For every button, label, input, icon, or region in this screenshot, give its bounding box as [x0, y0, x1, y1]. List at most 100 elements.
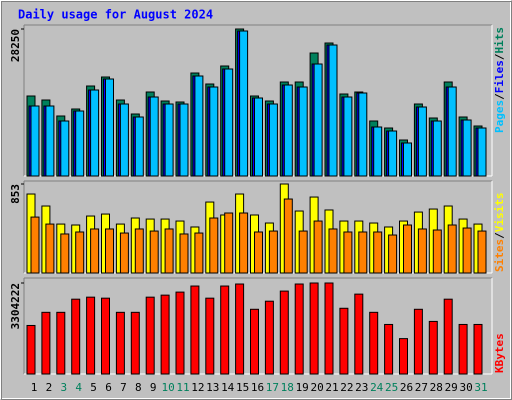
bar — [388, 234, 398, 274]
bar — [75, 110, 85, 177]
bar — [403, 224, 412, 274]
bar — [115, 311, 125, 375]
bar — [179, 103, 189, 177]
bar — [75, 231, 85, 274]
bar — [134, 228, 144, 274]
legend-entry: Sites — [493, 239, 506, 272]
bar — [343, 231, 353, 274]
bar — [149, 230, 159, 274]
bar — [30, 216, 40, 274]
bar — [298, 86, 308, 177]
bar — [105, 78, 114, 177]
bar — [41, 311, 51, 375]
bar — [428, 320, 438, 375]
bar — [432, 120, 442, 177]
bar — [235, 283, 245, 375]
bar — [432, 229, 442, 274]
bar — [194, 75, 204, 177]
legend-entry: KBytes — [493, 333, 506, 373]
bar — [205, 297, 215, 375]
bar — [119, 232, 129, 274]
bar — [358, 231, 368, 274]
bar — [145, 296, 155, 375]
bar — [254, 231, 263, 274]
x-tick-label: 3 — [60, 381, 67, 394]
y-tick-label: 3304222 — [9, 283, 22, 329]
bar — [328, 44, 338, 177]
bar — [209, 86, 219, 177]
x-tick-label: 27 — [415, 381, 428, 394]
bar — [462, 119, 472, 177]
bar — [343, 96, 353, 177]
bar — [250, 308, 259, 375]
bar — [477, 127, 487, 177]
x-tick-label: 15 — [236, 381, 249, 394]
bar — [447, 224, 457, 274]
x-tick-label: 26 — [400, 381, 413, 394]
bar — [190, 285, 200, 375]
bar — [220, 285, 230, 375]
x-tick-label: 14 — [221, 381, 235, 394]
bar — [86, 296, 96, 375]
bar — [160, 294, 170, 375]
legend-separator: / — [493, 93, 506, 100]
chart-title: Daily usage for August 2024 — [18, 8, 213, 22]
x-tick-label: 20 — [310, 381, 323, 394]
legend-separator: / — [493, 53, 506, 60]
x-tick-label: 12 — [191, 381, 204, 394]
bar — [477, 230, 487, 274]
bar — [328, 228, 338, 274]
y-tick-label: 28250 — [9, 29, 22, 62]
x-tick-label: 25 — [385, 381, 398, 394]
bar — [30, 105, 40, 177]
bar — [298, 230, 308, 274]
bar — [164, 103, 174, 177]
bar — [294, 283, 304, 375]
x-tick-label: 6 — [105, 381, 112, 394]
y-tick-label: 853 — [9, 184, 22, 204]
bar — [373, 126, 383, 177]
x-tick-label: 8 — [135, 381, 142, 394]
x-tick-label: 1 — [31, 381, 38, 394]
bar — [358, 92, 368, 177]
bar — [105, 228, 114, 274]
bar — [388, 130, 398, 177]
legend: Sites/Visits — [493, 193, 506, 273]
bar — [403, 142, 412, 177]
bar — [399, 338, 408, 375]
bar — [175, 291, 185, 375]
bar — [179, 233, 189, 274]
x-tick-label: 23 — [355, 381, 368, 394]
bar — [268, 103, 278, 177]
bar — [56, 311, 66, 375]
x-tick-label: 31 — [474, 381, 487, 394]
x-tick-label: 10 — [161, 381, 174, 394]
x-tick-label: 11 — [176, 381, 189, 394]
x-tick-label: 4 — [75, 381, 82, 394]
bar — [149, 96, 159, 177]
bar — [134, 116, 144, 177]
bar — [473, 323, 483, 375]
bar — [283, 84, 293, 177]
bar — [224, 212, 234, 274]
x-tick-label: 2 — [46, 381, 53, 394]
x-tick-label: 24 — [370, 381, 384, 394]
bar — [254, 97, 263, 177]
x-tick-label: 13 — [206, 381, 219, 394]
bar — [384, 323, 394, 375]
bar — [354, 293, 364, 375]
bar — [373, 231, 383, 274]
bar — [369, 311, 379, 375]
bar — [309, 282, 319, 375]
bar — [224, 68, 234, 177]
x-tick-label: 19 — [296, 381, 309, 394]
x-tick-label: 21 — [325, 381, 338, 394]
bar — [283, 198, 293, 274]
bar — [279, 290, 289, 375]
bar — [417, 106, 427, 177]
bar — [194, 232, 204, 274]
bar — [239, 212, 249, 274]
bar — [60, 233, 70, 274]
x-tick-label: 16 — [251, 381, 264, 394]
